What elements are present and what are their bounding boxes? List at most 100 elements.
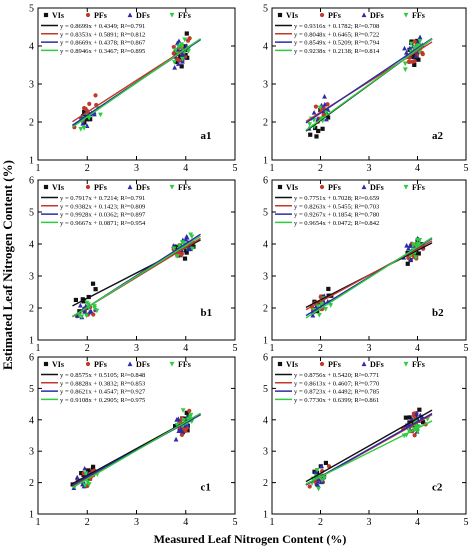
data-point: [179, 251, 184, 257]
y-tick-label: 1: [29, 336, 34, 347]
equation-text: y = 0.8946x + 0.3467; R²=0.895: [60, 48, 146, 55]
data-point: [94, 308, 100, 314]
data-point: [180, 408, 186, 413]
data-point: [407, 415, 412, 420]
equation-text: y = 0.9238x + 0.2138; R²=0.814: [294, 48, 380, 55]
data-point: [412, 433, 417, 438]
legend-label-dfs: DFs: [136, 183, 150, 192]
x-tick-label: 3: [134, 163, 139, 174]
panel-label: b1: [201, 307, 213, 319]
data-point: [402, 45, 407, 51]
y-tick-label: 5: [29, 384, 34, 395]
data-point: [416, 57, 421, 62]
y-tick-label: 2: [29, 304, 34, 315]
data-point: [414, 411, 419, 416]
data-point: [93, 287, 98, 292]
x-tick-label: 3: [367, 343, 372, 354]
y-tick-label: 1: [263, 156, 268, 167]
data-point: [173, 424, 178, 429]
legend-marker-ffs: [169, 12, 175, 18]
data-point: [316, 312, 322, 318]
data-point: [82, 483, 88, 488]
data-point: [179, 428, 185, 434]
y-tick-label: 6: [263, 176, 268, 187]
data-point: [409, 416, 415, 422]
legend-marker-vis: [277, 184, 283, 190]
data-point: [414, 425, 420, 431]
data-point: [311, 109, 317, 115]
data-point: [78, 126, 84, 132]
data-point: [409, 39, 414, 44]
data-point: [187, 36, 192, 41]
data-point: [82, 109, 87, 115]
data-point: [176, 38, 182, 44]
fit-line-ffs: [305, 38, 433, 131]
data-point: [86, 302, 91, 308]
legend-marker-dfs: [361, 12, 367, 18]
data-point: [319, 301, 325, 307]
legend-marker-dfs: [361, 361, 367, 367]
y-tick-label: 6: [263, 353, 268, 364]
data-point: [314, 467, 320, 473]
series-dfs: [310, 235, 426, 318]
y-tick-label: 1: [263, 510, 268, 521]
x-tick-label: 2: [318, 517, 323, 528]
legend-marker-vis: [43, 12, 49, 18]
y-tick-label: 4: [263, 415, 268, 426]
data-point: [417, 407, 422, 412]
data-point: [413, 53, 419, 59]
data-point: [316, 486, 321, 492]
legend-marker-pfs: [85, 361, 91, 367]
x-tick-label: 3: [367, 517, 372, 528]
data-point: [191, 244, 196, 249]
data-point: [98, 112, 103, 118]
y-tick-label: 5: [29, 4, 34, 15]
legend-label-dfs: DFs: [370, 11, 384, 20]
data-point: [82, 465, 88, 471]
fit-line-ffs: [305, 420, 433, 485]
data-point: [403, 415, 409, 420]
equation-text: y = 0.9267x + 0.1854; R²=0.780: [294, 212, 380, 219]
equation-text: y = 0.8669x + 0.4378; R²=0.867: [60, 40, 146, 47]
legend-label-pfs: PFs: [328, 360, 341, 369]
data-point: [402, 67, 408, 73]
data-point: [307, 122, 313, 127]
y-tick-label: 4: [29, 240, 34, 251]
legend-marker-dfs: [127, 184, 133, 190]
x-tick-label: 4: [415, 343, 420, 354]
x-tick-label: 5: [233, 343, 238, 354]
data-point: [87, 101, 92, 106]
legend-marker-pfs: [85, 12, 91, 18]
legend-marker-pfs: [319, 184, 325, 190]
legend-label-dfs: DFs: [136, 11, 150, 20]
legend-label-vis: VIs: [286, 360, 298, 369]
equation-text: y = 0.9654x + 0.0472; R²=0.842: [294, 220, 379, 227]
equation-text: y = 0.8699x + 0.4349; R²=0.791: [60, 23, 145, 30]
data-point: [322, 101, 328, 107]
data-point: [308, 132, 313, 137]
legend-label-ffs: FFs: [178, 11, 191, 20]
panel-a2: 1 2 3 4 5 1 2 3 4 5 VIs PFs DFs FFs y = 0.9316x + 0.17…: [263, 4, 469, 175]
x-tick-label: 4: [415, 163, 420, 174]
data-point: [417, 39, 423, 44]
x-tick-label: 2: [318, 163, 323, 174]
legend-label-pfs: PFs: [328, 183, 341, 192]
data-point: [415, 429, 421, 435]
data-point: [328, 303, 334, 308]
data-point: [319, 463, 325, 469]
legend-marker-dfs: [127, 12, 133, 18]
panel-a1: 1 2 3 4 5 1 2 3 4 5 VIs PFs DFs FFs y = 0.8699x + 0.43…: [29, 4, 238, 175]
x-tick-label: 1: [36, 163, 41, 174]
equation-text: y = 0.7751x + 0.7028; R²=0.659: [294, 195, 380, 202]
series-ffs: [309, 417, 430, 492]
data-point: [417, 34, 423, 40]
data-point: [172, 64, 178, 70]
panel-b2: 1 2 3 4 5 1 2 3 4 5 6 VIs PFs DFs FFs y = 0.7751x + 0.7…: [263, 176, 469, 355]
data-point: [323, 460, 329, 466]
legend-marker-vis: [277, 361, 283, 367]
equation-text: y = 0.8756x + 0.5420; R²=0.771: [294, 372, 379, 379]
equation-text: y = 0.7917x + 0.7214; R²=0.791: [60, 195, 145, 202]
data-point: [85, 117, 90, 122]
equation-text: y = 0.8048x + 0.6465; R²=0.722: [294, 31, 379, 38]
